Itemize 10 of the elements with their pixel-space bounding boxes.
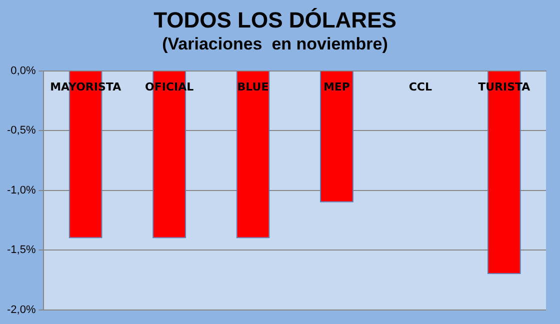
y-tick-label: -0,5% xyxy=(6,124,36,137)
chart-subtitle: (Variaciones en noviembre) xyxy=(162,34,388,54)
x-tick-label: CCL xyxy=(408,80,432,94)
chart-title: TODOS LOS DÓLARES xyxy=(154,7,396,32)
y-tick-label: -2,0% xyxy=(6,304,36,316)
x-tick-label: BLUE xyxy=(237,80,269,94)
y-tick-label: -1,0% xyxy=(6,184,36,196)
y-tick-label: -1,5% xyxy=(6,244,36,256)
y-tick-label: 0,0% xyxy=(10,64,36,77)
x-tick-label: MEP xyxy=(323,80,350,94)
